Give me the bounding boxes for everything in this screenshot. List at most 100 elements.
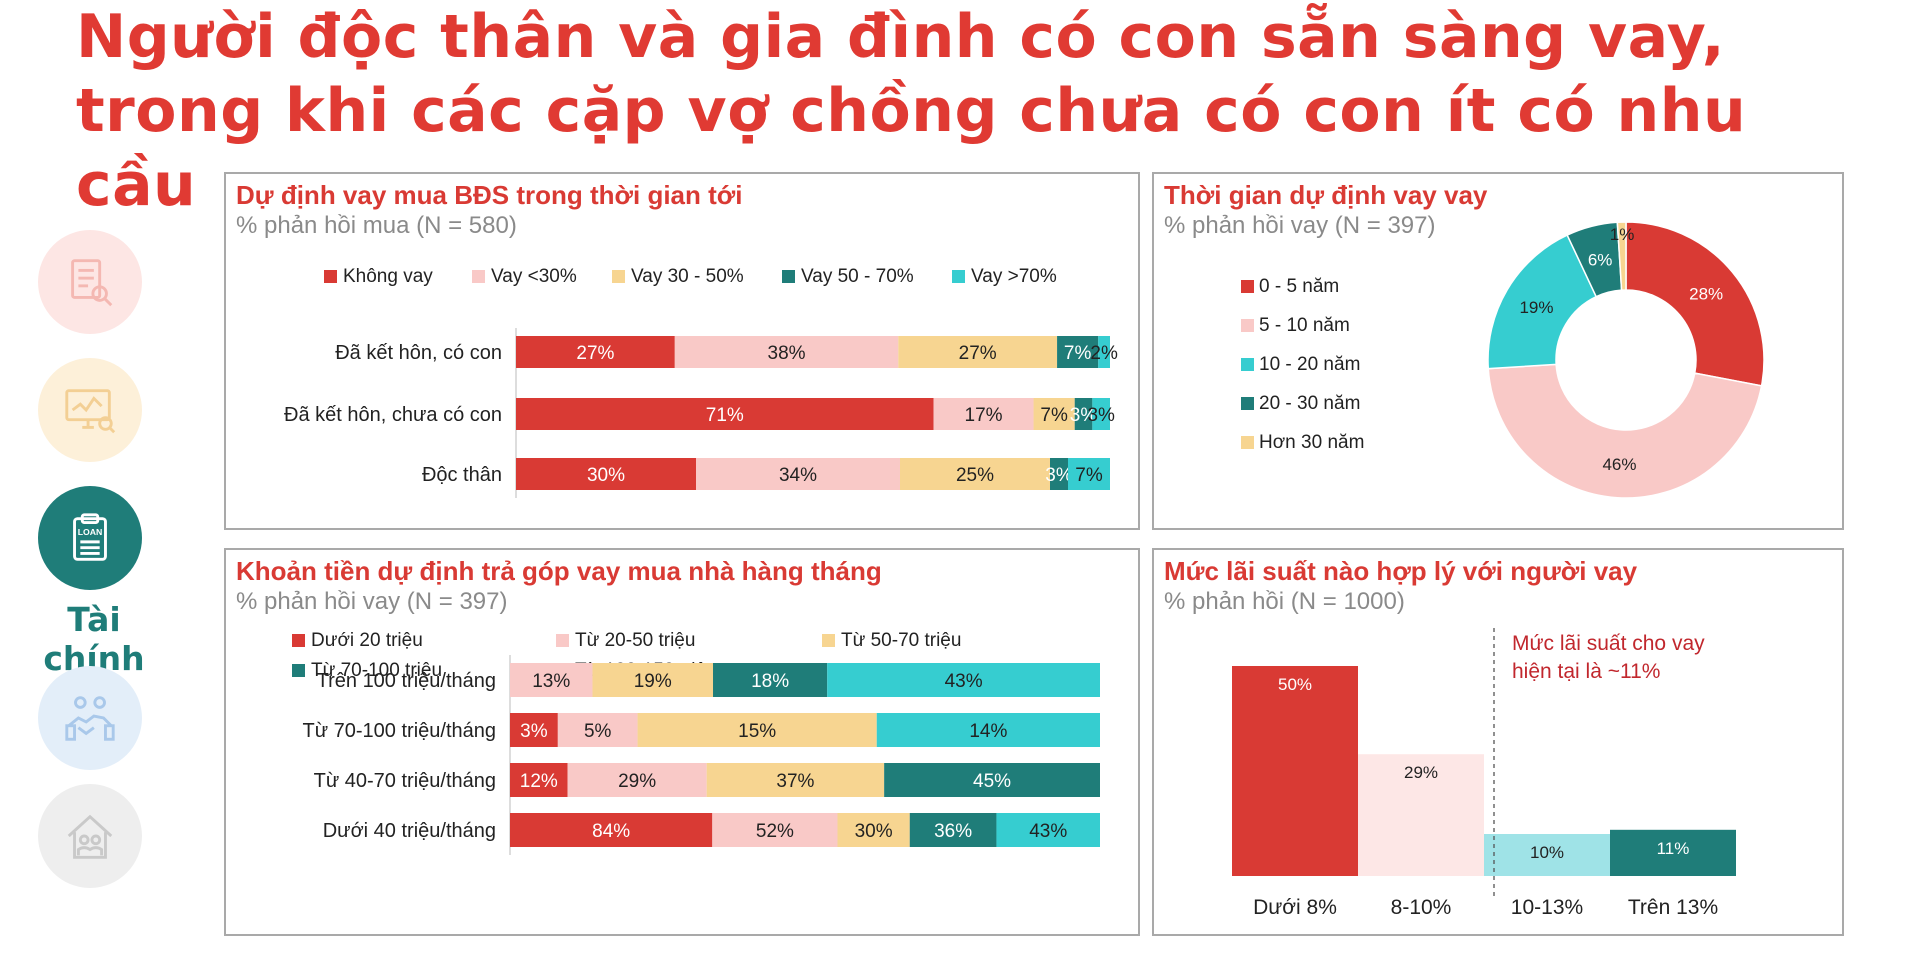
loan-duration-title: Thời gian dự định vay vay (1164, 180, 1488, 210)
data-label-duoi-20-trieu: 84% (592, 821, 630, 842)
category-label-tren-100-trieu-thang: Trên 100 triệu/tháng (317, 670, 496, 692)
bar-duoi-8 (1232, 666, 1358, 876)
bar-tu-100-150-trieu (996, 813, 1100, 847)
legend-swatch-tu-50-70-trieu (822, 634, 835, 647)
monitor-chart-icon[interactable] (38, 358, 142, 462)
loan-intent-chart: Không vay Vay <30% Vay 30 - 50% Vay 50 - 70… (284, 266, 1118, 498)
loan-intent-subtitle: % phản hồi mua (N = 580) (236, 212, 517, 239)
slice-label-0-5-nam: 28% (1689, 285, 1723, 304)
bar-khong-vay (516, 336, 675, 368)
house-family-icon[interactable] (38, 784, 142, 888)
bar-tu-100-150-trieu (827, 663, 1100, 697)
legend-swatch-hon-30-nam (1241, 436, 1254, 449)
legend-label-10-20-nam: 10 - 20 năm (1259, 354, 1360, 375)
handshake-icon[interactable] (38, 666, 142, 770)
interest-rate-chart: 50% Dưới 8% 29% 8-10% 10% 10-13% 11% Trên 13% Mứ… (1232, 628, 1736, 919)
slice-5-10-nam (1487, 363, 1763, 499)
sidebar-active-label[interactable]: Tài chính (43, 600, 145, 678)
bar-vay-70 (1098, 336, 1110, 368)
bar-tu-50-70-trieu (706, 763, 885, 797)
panel-loan-intent: Dự định vay mua BĐS trong thời gian tới … (224, 172, 1140, 530)
legend-swatch-20-30-nam (1241, 397, 1254, 410)
legend-label-khong-vay: Không vay (343, 266, 433, 287)
data-label-khong-vay: 27% (576, 343, 614, 364)
bar-duoi-20-trieu (510, 763, 568, 797)
data-label-tu-70-100-trieu: 36% (934, 821, 972, 842)
bar-vay-30 (674, 336, 899, 368)
bar-vay-50-70 (1050, 458, 1068, 490)
data-label-tu-20-50-trieu: 5% (584, 721, 612, 742)
bar-tu-20-50-trieu (567, 763, 707, 797)
data-label-tu-50-70-trieu: 30% (855, 821, 893, 842)
data-label-tu-50-70-trieu: 37% (776, 771, 814, 792)
legend-label-0-5-nam: 0 - 5 năm (1259, 276, 1339, 297)
data-label-vay-70: 7% (1075, 465, 1103, 486)
category-label-doc-than: Độc thân (422, 464, 502, 486)
data-label-10-13: 10% (1530, 843, 1564, 862)
legend-label-duoi-20-trieu: Dưới 20 triệu (311, 630, 423, 651)
bar-10-13 (1484, 834, 1610, 876)
data-label-8-10: 29% (1404, 763, 1438, 782)
data-label-tu-50-70-trieu: 15% (738, 721, 776, 742)
monthly-payment-chart: Dưới 20 triệu Từ 20-50 triệu Từ 50-70 triệ… (292, 630, 1100, 855)
bar-vay-30 (696, 458, 900, 490)
data-label-tu-50-70-trieu: 19% (634, 671, 672, 692)
panel-interest-rate: Mức lãi suất nào hợp lý với người vay % … (1152, 548, 1844, 936)
loan-clipboard-icon[interactable]: LOAN (38, 486, 142, 590)
slice-label-20-30-nam: 6% (1588, 250, 1613, 269)
panel-monthly-payment: Khoản tiền dự định trả góp vay mua nhà h… (224, 548, 1140, 936)
data-label-vay-50-70: 7% (1064, 343, 1092, 364)
bar-tu-20-50-trieu (510, 663, 593, 697)
bar-tu-20-50-trieu (557, 713, 638, 747)
legend-swatch-tu-20-50-trieu (556, 634, 569, 647)
slice-0-5-nam (1625, 221, 1765, 387)
current-rate-annotation: Mức lãi suất cho vay hiện tại là ~11% (1512, 632, 1705, 683)
data-label-tu-100-150-trieu: 43% (945, 671, 983, 692)
bar-tu-70-100-trieu (884, 763, 1100, 797)
legend-swatch-vay-70 (952, 270, 965, 283)
bar-khong-vay (516, 458, 696, 490)
category-label-duoi-40-trieu-thang: Dưới 40 triệu/tháng (323, 820, 496, 842)
category-label-tu-70-100-trieu-thang: Từ 70-100 triệu/tháng (302, 720, 496, 742)
data-label-duoi-20-trieu: 3% (520, 721, 548, 742)
data-label-tu-20-50-trieu: 29% (618, 771, 656, 792)
data-label-vay-30-50: 25% (956, 465, 994, 486)
data-label-tu-70-100-trieu: 45% (973, 771, 1011, 792)
bar-khong-vay (516, 398, 934, 430)
bar-tu-70-100-trieu (909, 813, 997, 847)
legend-label-tu-70-100-trieu: Từ 70-100 triệu (311, 660, 442, 681)
category-label-tren-13: Trên 13% (1628, 896, 1718, 919)
bar-vay-30 (933, 398, 1034, 430)
legend-label-tu-50-70-trieu: Từ 50-70 triệu (841, 630, 961, 651)
legend-label-vay-30: Vay <30% (491, 266, 577, 287)
legend-swatch-vay-30 (472, 270, 485, 283)
data-label-vay-70: 3% (1087, 405, 1115, 426)
bar-tu-50-70-trieu (592, 663, 714, 697)
data-label-vay-50-70: 3% (1070, 405, 1098, 426)
data-label-tu-100-150-trieu: 14% (969, 721, 1007, 742)
data-label-vay-70: 2% (1090, 343, 1118, 364)
bar-8-10 (1358, 754, 1484, 876)
data-label-tren-13: 11% (1657, 839, 1690, 858)
data-label-vay-30-50: 27% (959, 343, 997, 364)
data-label-tu-20-50-trieu: 13% (532, 671, 570, 692)
bar-tu-50-70-trieu (637, 713, 877, 747)
interest-rate-title: Mức lãi suất nào hợp lý với người vay (1164, 556, 1638, 586)
slice-label-10-20-nam: 19% (1519, 298, 1553, 317)
bar-tu-50-70-trieu (837, 813, 910, 847)
legend-swatch-khong-vay (324, 270, 337, 283)
category-label-duoi-8: Dưới 8% (1253, 896, 1337, 919)
data-label-tu-70-100-trieu: 18% (751, 671, 789, 692)
loan-duration-subtitle: % phản hồi vay (N = 397) (1164, 212, 1436, 239)
data-label-tu-20-50-trieu: 52% (756, 821, 794, 842)
data-label-khong-vay: 71% (706, 405, 744, 426)
document-search-icon[interactable] (38, 230, 142, 334)
bar-vay-50-70 (1057, 336, 1099, 368)
legend-swatch-5-10-nam (1241, 319, 1254, 332)
interest-rate-subtitle: % phản hồi (N = 1000) (1164, 588, 1405, 615)
legend-label-5-10-nam: 5 - 10 năm (1259, 315, 1350, 336)
legend-label-hon-30-nam: Hơn 30 năm (1259, 432, 1364, 453)
bar-vay-30-50 (898, 336, 1058, 368)
loan-intent-title: Dự định vay mua BĐS trong thời gian tới (236, 180, 743, 210)
panel-loan-duration: Thời gian dự định vay vay % phản hồi vay… (1152, 172, 1844, 530)
